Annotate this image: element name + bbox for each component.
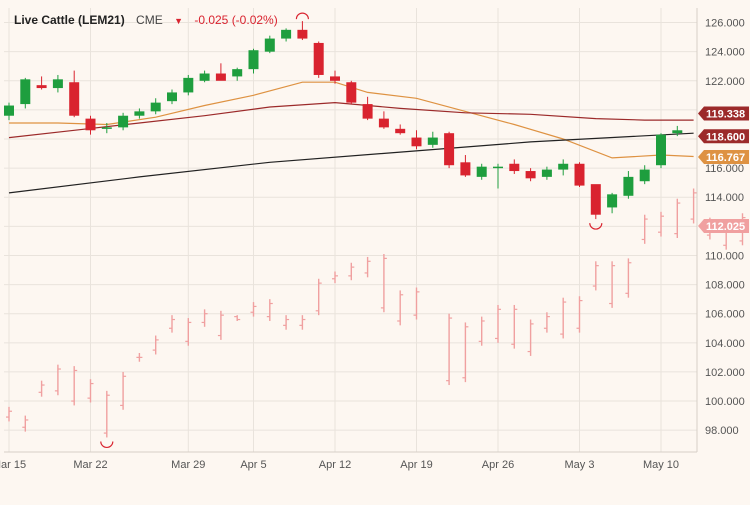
y-tick-label: 100.000: [705, 396, 745, 408]
candle-up: [607, 194, 618, 208]
candle-down: [525, 171, 536, 179]
candle-up: [493, 166, 503, 169]
y-tick-label: 104.000: [705, 338, 745, 350]
price-change: -0.025 (-0.02%): [194, 13, 278, 27]
candle-down: [69, 82, 80, 116]
x-tick-label: Mar 15: [0, 459, 26, 471]
price-tag-bg: [698, 218, 749, 233]
y-tick-label: 124.000: [705, 47, 745, 59]
candle-up: [4, 105, 14, 116]
candle-up: [118, 115, 129, 128]
candle-up: [199, 73, 210, 81]
candle-down: [395, 128, 406, 134]
candle-up: [672, 130, 683, 134]
y-tick-label: 108.000: [705, 280, 745, 292]
candle-down: [346, 82, 357, 103]
candle-up: [623, 176, 634, 196]
swing-marker: [589, 223, 603, 230]
candle-up: [476, 166, 487, 177]
candle-up: [656, 134, 666, 166]
candle-up: [558, 163, 569, 170]
price-tag-label: 118.600: [706, 131, 745, 143]
candle-up: [183, 77, 194, 93]
price-tag-label: 112.025: [706, 221, 745, 233]
candle-up: [264, 38, 275, 52]
candle-down: [411, 137, 422, 147]
swing-marker: [100, 441, 114, 449]
candle-down: [574, 163, 585, 186]
candle-up: [427, 137, 438, 145]
x-tick-label: Apr 12: [319, 459, 351, 471]
candle-down: [444, 133, 455, 166]
x-tick-label: Mar 22: [73, 459, 107, 471]
price-tag: 116.767: [698, 149, 749, 164]
candle-down: [313, 42, 324, 75]
candle-up: [150, 102, 161, 112]
candle-up: [167, 92, 177, 102]
candle-up: [541, 169, 552, 177]
x-tick-label: May 3: [565, 459, 595, 471]
candle-down: [215, 73, 226, 81]
x-tick-label: Apr 26: [482, 459, 514, 471]
candle-down: [36, 85, 47, 89]
candle-down: [460, 162, 471, 176]
price-tag-bg: [698, 106, 749, 121]
price-tag-bg: [698, 149, 749, 164]
candle-up: [232, 69, 243, 77]
candle-up: [20, 79, 31, 105]
price-tag: 118.600: [698, 129, 749, 144]
x-tick-label: Mar 29: [171, 459, 205, 471]
price-tag-label: 116.767: [706, 152, 745, 164]
candle-down: [85, 118, 96, 131]
y-tick-label: 114.000: [705, 192, 744, 204]
candle-down: [590, 184, 601, 215]
x-tick-label: May 10: [643, 459, 679, 471]
candle-down: [330, 76, 340, 81]
y-tick-label: 116.000: [705, 163, 744, 175]
y-tick-label: 126.000: [705, 18, 745, 30]
swing-marker: [295, 12, 309, 20]
x-tick-label: Apr 19: [400, 459, 432, 471]
price-tag-label: 119.338: [706, 109, 745, 121]
candle-up: [639, 169, 650, 182]
y-tick-label: 98.000: [705, 425, 739, 437]
y-tick-label: 102.000: [705, 367, 745, 379]
candle-down: [362, 104, 373, 119]
candle-down: [297, 29, 308, 39]
candle-down: [509, 163, 520, 172]
price-tag: 112.025: [698, 218, 749, 233]
candle-up: [52, 79, 63, 89]
candle-up: [281, 29, 292, 39]
y-tick-label: 106.000: [705, 309, 745, 321]
exchange-label: CME: [136, 13, 163, 27]
candle-down: [378, 118, 389, 128]
price-tag-bg: [698, 129, 749, 144]
y-tick-label: 122.000: [705, 76, 745, 88]
moving-average-line: [8, 132, 694, 194]
change-down-icon: ▼: [174, 16, 183, 26]
candle-up: [248, 50, 259, 70]
chart-header: Live Cattle (LEM21) CME ▼ -0.025 (-0.02%…: [14, 13, 278, 27]
y-tick-label: 110.000: [705, 250, 744, 262]
candle-up: [101, 127, 112, 129]
symbol-title: Live Cattle (LEM21): [14, 13, 125, 27]
x-tick-label: Apr 5: [240, 459, 266, 471]
price-tag: 119.338: [698, 106, 749, 121]
candle-up: [134, 111, 145, 116]
